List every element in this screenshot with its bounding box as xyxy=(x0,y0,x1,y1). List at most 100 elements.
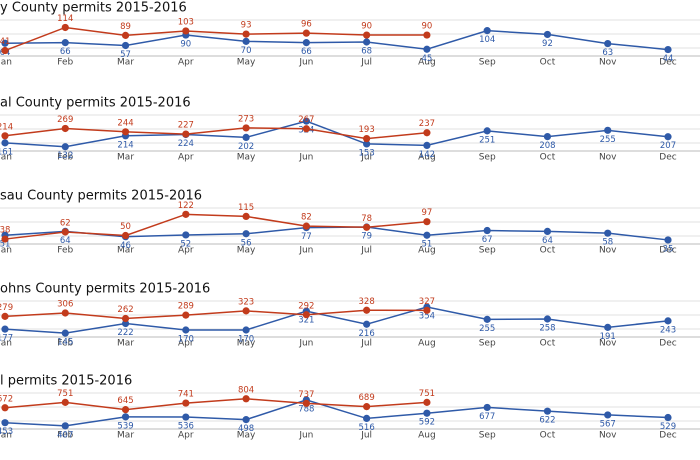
point xyxy=(121,319,130,328)
point xyxy=(664,317,672,325)
point xyxy=(1,132,9,140)
value-label: 90 xyxy=(421,22,432,32)
value-label: 453 xyxy=(0,427,13,437)
point xyxy=(121,231,130,240)
x-tick-label: Oct xyxy=(540,339,556,349)
value-label: 51 xyxy=(0,240,10,250)
x-tick-label: Apr xyxy=(178,339,194,349)
value-label: 202 xyxy=(238,142,254,152)
value-label: 52 xyxy=(180,239,191,249)
value-label: 498 xyxy=(238,424,254,434)
point xyxy=(423,409,431,417)
x-tick-label: Oct xyxy=(540,58,556,68)
value-label: 529 xyxy=(660,422,676,432)
x-tick-label: May xyxy=(237,58,256,68)
value-label: 567 xyxy=(600,419,616,429)
value-label: 114 xyxy=(57,14,73,24)
value-label: 103 xyxy=(178,17,194,27)
point xyxy=(543,407,552,415)
value-label: 689 xyxy=(359,393,375,403)
point xyxy=(1,235,9,243)
point xyxy=(121,128,130,136)
value-label: 244 xyxy=(117,118,133,128)
x-tick-label: Dec xyxy=(659,246,676,256)
value-label: 622 xyxy=(539,416,555,426)
x-tick-label: May xyxy=(237,431,256,441)
x-tick-label: Apr xyxy=(178,246,194,256)
x-tick-label: Jan xyxy=(0,431,12,441)
point xyxy=(423,31,431,39)
point xyxy=(121,314,130,323)
value-label: 177 xyxy=(0,334,13,344)
x-tick-label: Dec xyxy=(659,431,676,441)
point xyxy=(604,323,612,331)
x-tick-label: Nov xyxy=(599,339,617,349)
x-tick-label: Aug xyxy=(418,246,436,256)
value-label: 68 xyxy=(361,47,372,57)
value-label: 804 xyxy=(238,385,254,395)
chart-title: al County permits 2015-2016 xyxy=(0,96,191,111)
point xyxy=(664,413,672,422)
value-label: 255 xyxy=(600,135,616,145)
value-label: 66 xyxy=(301,47,312,57)
point xyxy=(604,39,612,48)
value-label: 751 xyxy=(57,389,73,399)
point xyxy=(483,315,491,323)
value-label: 96 xyxy=(301,20,312,30)
value-label: 255 xyxy=(479,324,495,334)
x-tick-label: Apr xyxy=(178,58,194,68)
value-label: 214 xyxy=(0,122,13,132)
x-tick-label: Nov xyxy=(599,58,617,68)
value-label: 262 xyxy=(117,305,133,315)
value-label: 216 xyxy=(359,329,375,339)
value-label: 82 xyxy=(301,213,312,223)
point xyxy=(363,320,371,328)
point xyxy=(363,306,371,314)
value-label: 207 xyxy=(660,141,676,151)
point xyxy=(543,315,552,323)
value-label: 222 xyxy=(117,328,133,338)
x-tick-label: Jan xyxy=(0,58,12,68)
point xyxy=(302,125,310,133)
value-label: 51 xyxy=(421,240,432,250)
point xyxy=(363,31,371,39)
x-tick-label: Feb xyxy=(57,246,73,256)
x-tick-label: Dec xyxy=(659,339,676,349)
value-label: 97 xyxy=(421,208,432,218)
point xyxy=(1,46,9,55)
point xyxy=(182,130,190,138)
value-label: 64 xyxy=(60,236,71,246)
value-label: 45 xyxy=(421,54,432,64)
x-tick-label: Jul xyxy=(360,431,372,441)
point xyxy=(604,411,612,419)
point xyxy=(242,133,250,141)
chart-title: ohns County permits 2015-2016 xyxy=(0,282,210,297)
point xyxy=(302,311,310,319)
value-label: 328 xyxy=(359,297,375,307)
value-label: 35 xyxy=(663,244,674,254)
value-label: 321 xyxy=(298,316,314,326)
value-label: 142 xyxy=(419,150,435,160)
value-label: 788 xyxy=(298,404,314,414)
chart-title: sau County permits 2015-2016 xyxy=(0,189,202,204)
point xyxy=(61,329,69,337)
value-label: 46 xyxy=(120,241,131,251)
point xyxy=(61,398,69,406)
point xyxy=(242,30,250,38)
point xyxy=(61,228,69,236)
value-label: 737 xyxy=(298,390,314,400)
x-tick-label: Aug xyxy=(418,339,436,349)
point xyxy=(61,124,69,133)
value-label: 672 xyxy=(0,394,13,404)
value-label: 58 xyxy=(602,238,613,248)
value-label: 258 xyxy=(539,324,555,334)
value-label: 251 xyxy=(479,135,495,145)
point xyxy=(664,236,672,244)
point xyxy=(302,39,310,47)
value-label: 224 xyxy=(178,139,194,149)
point xyxy=(1,419,9,427)
value-label: 90 xyxy=(180,40,191,50)
value-label: 354 xyxy=(419,312,435,322)
x-tick-label: Jan xyxy=(0,153,12,163)
